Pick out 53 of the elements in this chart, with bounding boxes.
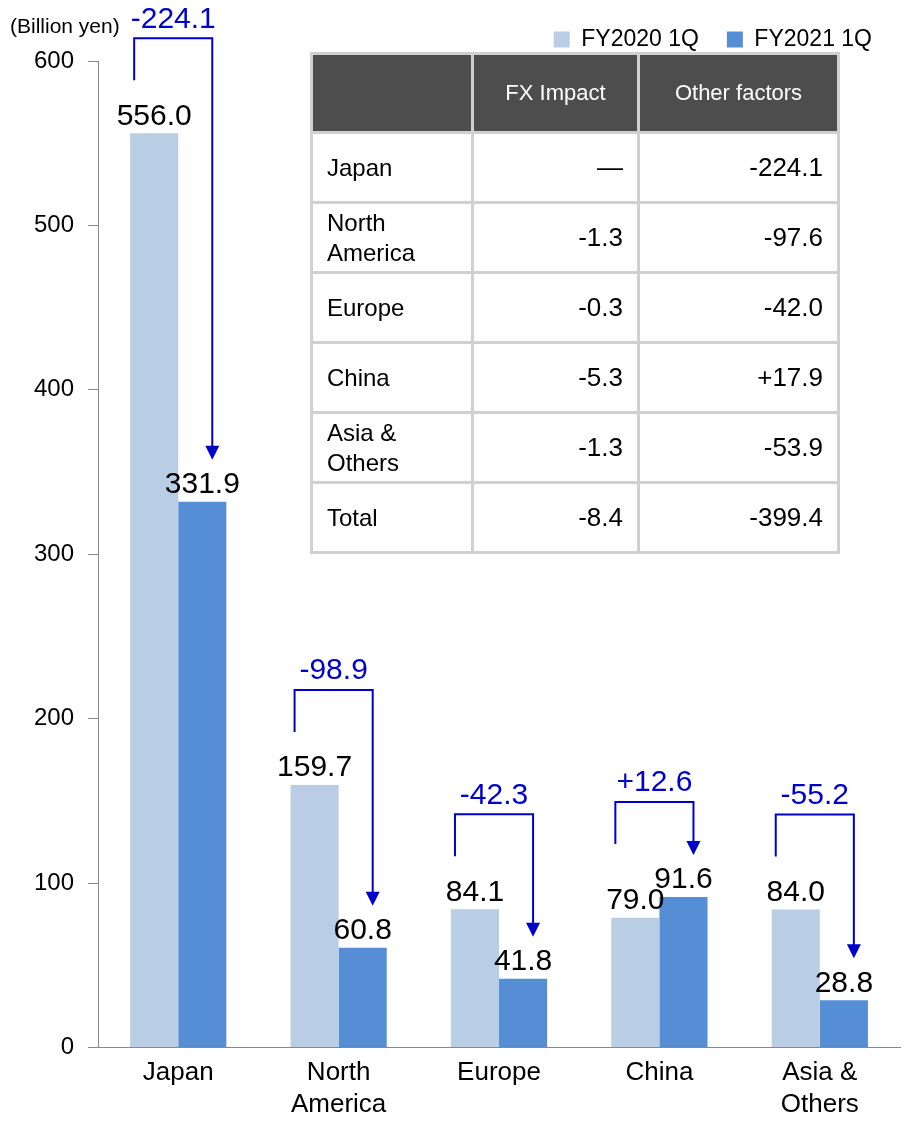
bar: [499, 978, 548, 1048]
data-label: 28.8: [814, 964, 874, 998]
legend-label: FY2021 1Q: [754, 24, 873, 51]
annotation: Europe: [311, 272, 473, 343]
x-tick-label: China: [625, 1056, 694, 1087]
x-tick-label: Europe: [457, 1056, 541, 1087]
annotation: -98.9: [299, 652, 368, 686]
annotation: -1.3: [472, 412, 639, 483]
bar: [338, 947, 387, 1048]
data-label: 331.9: [164, 466, 240, 500]
x-tick-label: Asia & Others: [780, 1056, 859, 1118]
annotation: -53.9: [638, 412, 839, 483]
bar: [611, 917, 660, 1048]
annotation: -5.3: [472, 342, 639, 413]
data-label: 84.1: [445, 873, 505, 907]
data-label: 41.8: [493, 943, 553, 977]
annotation: -0.3: [472, 272, 639, 343]
x-tick-label: North America: [290, 1056, 387, 1118]
y-tick-label: 200: [34, 703, 75, 731]
annotation: +17.9: [638, 342, 839, 413]
data-label: 84.0: [766, 873, 825, 907]
annotation: -42.0: [638, 272, 839, 343]
annotation: -97.6: [638, 202, 839, 273]
data-label: 60.8: [333, 911, 392, 945]
y-tick-label: 500: [34, 210, 75, 238]
annotation: North America: [311, 202, 473, 273]
annotation: Japan: [311, 132, 473, 203]
annotation: -399.4: [638, 482, 839, 553]
y-tick-label: 300: [34, 538, 75, 566]
data-label: 556.0: [116, 97, 192, 131]
data-label: 159.7: [277, 749, 353, 783]
bar: [178, 501, 227, 1048]
annotation: FX Impact: [472, 53, 639, 133]
annotation: -8.4: [472, 482, 639, 553]
y-tick-label: 100: [34, 867, 75, 895]
annotation: -55.2: [780, 776, 849, 810]
annotation: -42.3: [459, 776, 529, 810]
text: -224.1: [130, 0, 216, 34]
y-tick-label: 400: [34, 374, 75, 402]
annotation: Total: [311, 482, 473, 553]
legend-label: FY2020 1Q: [581, 24, 699, 51]
annotation: -1.3: [472, 202, 639, 273]
y-tick-label: 600: [34, 45, 75, 73]
annotation: -224.1: [638, 132, 839, 203]
annotation: —: [472, 132, 639, 203]
y-tick-label: 0: [60, 1032, 75, 1060]
bar: [819, 1000, 868, 1048]
x-tick-label: Japan: [142, 1056, 214, 1087]
annotation: China: [311, 342, 473, 413]
annotation: +12.6: [616, 764, 693, 798]
y-axis-title: (Billion yen): [10, 14, 120, 38]
annotation: Asia & Others: [311, 412, 473, 483]
annotation: Other factors: [638, 53, 839, 133]
